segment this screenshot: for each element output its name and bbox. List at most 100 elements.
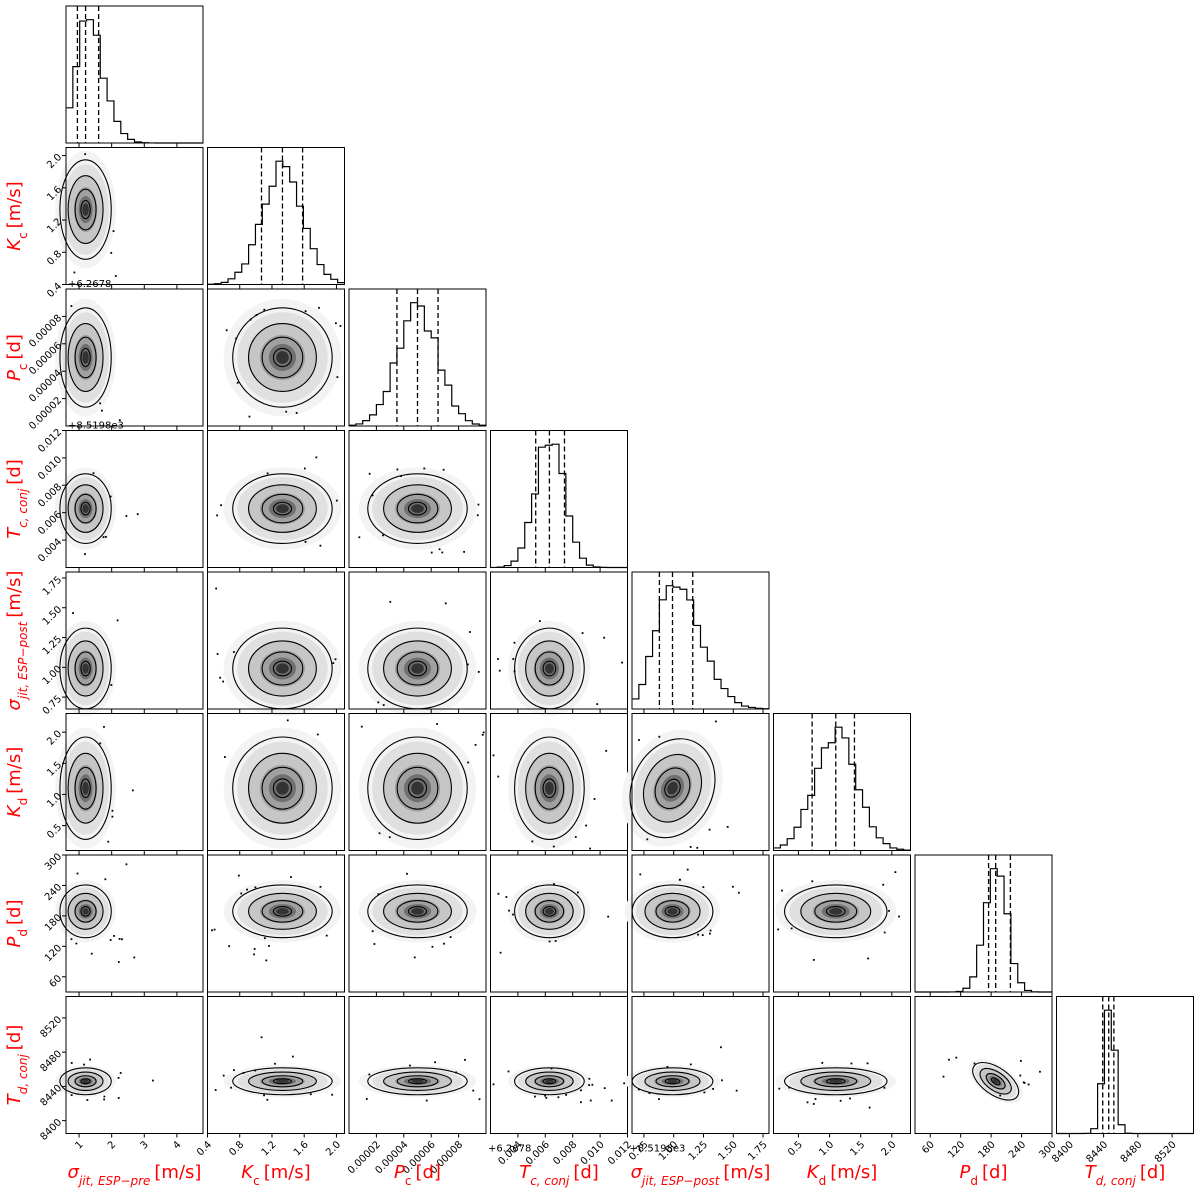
sample-point-7-3-8 bbox=[623, 1082, 626, 1085]
density-5-3-5 bbox=[544, 781, 554, 795]
sample-point-7-2-0 bbox=[478, 1098, 481, 1101]
histogram-2 bbox=[349, 302, 486, 426]
xtick-label-6-3: 240 bbox=[1007, 1139, 1028, 1160]
panel-frame-3-2 bbox=[348, 430, 487, 568]
panel-frame-4-4 bbox=[631, 571, 770, 710]
panel-frame-7-4 bbox=[631, 996, 770, 1134]
sample-point-6-3-7 bbox=[548, 940, 551, 943]
sample-point-4-2-15 bbox=[382, 704, 385, 706]
sample-point-6-0-12 bbox=[75, 942, 78, 945]
panel-6-2 bbox=[348, 854, 487, 996]
contour-7-2-1 bbox=[383, 1071, 452, 1092]
xtick-label-5-1: 1.0 bbox=[817, 1139, 836, 1158]
xtick-label-6-0: 60 bbox=[920, 1139, 937, 1156]
contour-4-0-3 bbox=[80, 660, 91, 677]
x-axis-label-5: Kd [m/s] bbox=[807, 1162, 877, 1188]
histogram-0 bbox=[66, 19, 203, 144]
xtick-label-6-1: 120 bbox=[946, 1139, 967, 1160]
xtick-label-1-0: 0.4 bbox=[195, 1139, 214, 1158]
sample-point-4-1-3 bbox=[216, 653, 219, 655]
sample-point-6-1-1 bbox=[253, 947, 256, 950]
sample-point-4-3-16 bbox=[596, 703, 599, 706]
x-axis-label-2: Pc [d] bbox=[394, 1162, 441, 1188]
contour-6-0-2 bbox=[74, 899, 97, 923]
ytick-label-4-3: 1.50 bbox=[41, 604, 65, 628]
sample-point-7-4-7 bbox=[648, 1092, 651, 1094]
contour-7-1-0 bbox=[232, 1067, 333, 1096]
x-axis-label-0: σjit, ESP−pre [m/s] bbox=[68, 1162, 202, 1188]
sample-point-7-4-4 bbox=[720, 1046, 722, 1049]
contour-2-0-1 bbox=[67, 323, 104, 392]
sample-point-6-0-19 bbox=[117, 961, 120, 963]
sample-point-6-1-15 bbox=[213, 928, 216, 931]
y-axis-label-6: Pd[d] bbox=[4, 900, 30, 948]
sample-point-7-1-0 bbox=[254, 1069, 257, 1072]
sample-point-6-0-10 bbox=[90, 952, 93, 955]
panel-7-6: 60 120 180 240 300 bbox=[914, 996, 1059, 1161]
sample-point-6-1-6 bbox=[237, 874, 240, 877]
panel-7-7: 8400 8440 8480 8520 bbox=[1050, 996, 1194, 1165]
sample-point-5-0-19 bbox=[103, 725, 105, 728]
y-axis-label-3: Tc, conj[d] bbox=[4, 459, 30, 539]
contour-4-3-2 bbox=[534, 651, 565, 686]
contour-7-1-3 bbox=[272, 1078, 293, 1085]
sample-point-6-0-22 bbox=[133, 956, 136, 959]
panel-frame-3-1 bbox=[207, 430, 345, 568]
sample-point-3-1-15 bbox=[303, 467, 306, 470]
density-3-0-5 bbox=[82, 504, 89, 514]
contour-7-4-1 bbox=[644, 1071, 701, 1092]
sample-point-6-1-25 bbox=[253, 953, 255, 956]
sample-point-7-3-7 bbox=[544, 1094, 547, 1097]
sample-point-3-2-24 bbox=[423, 467, 426, 470]
density-6-0-5 bbox=[82, 907, 89, 915]
sample-point-5-3-3 bbox=[552, 845, 555, 848]
x-axis-label-4: σjit, ESP−post [m/s] bbox=[631, 1162, 771, 1188]
panel-frame-4-3 bbox=[490, 571, 628, 710]
density-7-6-5 bbox=[992, 1078, 999, 1084]
contour-7-5-3 bbox=[825, 1078, 846, 1085]
sample-point-5-2-2 bbox=[482, 731, 485, 734]
density-4-1-5 bbox=[276, 663, 289, 674]
sample-point-2-0-5 bbox=[118, 419, 121, 422]
sample-point-7-1-5 bbox=[230, 1086, 232, 1089]
sample-point-7-0-3 bbox=[70, 1094, 73, 1097]
contour-5-2-1 bbox=[383, 752, 452, 824]
sample-point-6-3-1 bbox=[505, 896, 508, 898]
panel-frame-6-1 bbox=[207, 854, 345, 993]
sample-point-4-3-21 bbox=[498, 669, 501, 672]
contour-5-1-3 bbox=[272, 778, 293, 799]
contour-5-3-2 bbox=[534, 766, 565, 810]
sample-point-7-2-13 bbox=[409, 1064, 411, 1067]
sample-point-2-1-1 bbox=[249, 318, 252, 321]
sample-point-1-0-22 bbox=[73, 271, 76, 274]
contour-6-2-0 bbox=[367, 884, 468, 939]
sample-point-4-2-6 bbox=[477, 670, 480, 673]
sample-point-4-1-8 bbox=[332, 662, 335, 665]
panel-frame-3-0 bbox=[65, 430, 204, 568]
xtick-label-5-3: 2.0 bbox=[879, 1139, 898, 1158]
sample-point-6-2-14 bbox=[413, 956, 416, 959]
panel-frame-4-2 bbox=[348, 571, 487, 710]
contour-7-5-2 bbox=[814, 1075, 858, 1088]
sample-point-6-1-14 bbox=[265, 959, 268, 962]
contour-6-3-3 bbox=[542, 905, 557, 917]
sample-point-7-4-19 bbox=[703, 1091, 706, 1094]
ytick-label-1-4: 2.0 bbox=[45, 152, 64, 171]
sample-point-7-2-23 bbox=[368, 1073, 371, 1076]
sample-point-5-4-9 bbox=[696, 846, 699, 849]
contour-3-1-1 bbox=[247, 484, 317, 533]
sample-point-7-2-18 bbox=[472, 1089, 475, 1092]
contour-3-2-3 bbox=[407, 501, 428, 516]
panel-6-1 bbox=[207, 854, 345, 996]
panel-frame-7-3 bbox=[490, 996, 628, 1134]
density-6-1-5 bbox=[276, 907, 289, 915]
sample-point-3-2-20 bbox=[358, 536, 361, 539]
ytick-label-6-1: 120 bbox=[43, 943, 64, 964]
sample-point-7-3-5 bbox=[492, 1083, 495, 1086]
panel-frame-7-1 bbox=[207, 996, 345, 1134]
density-4-0-5 bbox=[82, 663, 89, 674]
sample-point-3-2-19 bbox=[396, 468, 399, 471]
sample-point-4-1-14 bbox=[219, 676, 222, 679]
sample-point-7-2-20 bbox=[434, 1061, 437, 1064]
